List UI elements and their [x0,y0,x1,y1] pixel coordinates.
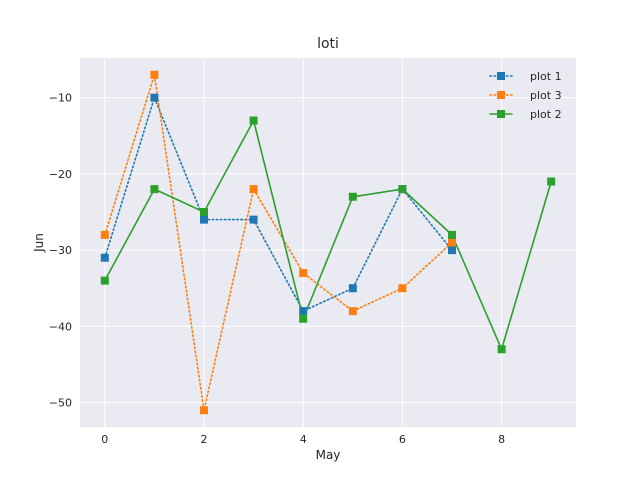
data-point [249,215,258,224]
data-point [547,177,556,186]
data-point [200,215,208,224]
data-point [249,185,258,194]
plot-area [80,58,576,427]
x-axis-ticks: 0 2 4 6 8 [101,433,505,446]
data-point [200,406,208,415]
legend-marker [497,91,505,99]
x-tick-label: 4 [300,433,307,446]
data-point [200,208,208,217]
x-tick-label: 0 [101,433,108,446]
data-point [249,116,258,125]
data-point [348,307,357,316]
data-point [100,230,109,239]
legend: plot 1 plot 3 plot 2 [489,70,562,121]
series-lines [104,74,553,412]
legend-marker [497,110,505,118]
data-point [100,276,109,285]
x-tick-label: 6 [399,433,406,446]
data-point [150,185,159,194]
data-point [100,253,109,262]
y-axis-ticks: −50 −40 −30 −20 −10 [49,92,72,410]
chart-title: loti [317,36,339,52]
data-point [150,70,159,79]
data-point [150,93,159,102]
grid [80,58,576,427]
y-axis-label: Jun [32,233,46,253]
y-tick-label: −20 [49,168,72,181]
y-tick-label: −40 [49,320,72,333]
x-tick-label: 8 [498,433,505,446]
data-point [299,307,308,316]
y-tick-label: −10 [49,92,72,105]
data-point [448,230,456,239]
data-point [497,345,506,354]
series-line-3 [104,119,553,351]
data-point [348,284,357,293]
legend-label: plot 2 [530,108,562,121]
legend-label: plot 1 [530,70,562,83]
series-line-2 [104,74,453,412]
x-axis-label: May [316,448,341,462]
series-markers [100,70,556,415]
y-tick-label: −30 [49,244,72,257]
legend-label: plot 3 [530,89,562,102]
data-point [448,238,456,247]
data-point [398,284,407,293]
data-point [398,185,407,194]
y-tick-label: −50 [49,397,72,410]
series-line-1 [104,96,453,312]
x-tick-label: 2 [201,433,208,446]
legend-marker [497,72,505,80]
data-point [448,246,456,255]
data-point [348,192,357,201]
data-point [299,268,308,277]
data-point [299,314,308,323]
